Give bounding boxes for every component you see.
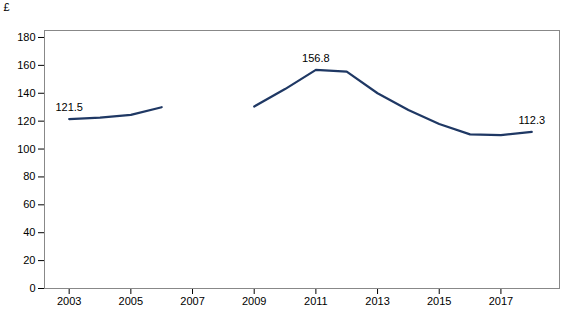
svg-text:£: £	[4, 1, 10, 13]
svg-text:156.8: 156.8	[302, 52, 330, 64]
svg-text:80: 80	[23, 170, 35, 182]
svg-text:121.5: 121.5	[55, 101, 83, 113]
svg-text:2011: 2011	[304, 295, 328, 307]
svg-text:160: 160	[17, 59, 35, 71]
svg-text:2005: 2005	[119, 295, 143, 307]
svg-text:180: 180	[17, 31, 35, 43]
svg-text:40: 40	[23, 226, 35, 238]
svg-text:2007: 2007	[180, 295, 204, 307]
svg-text:112.3: 112.3	[518, 114, 545, 126]
svg-text:140: 140	[17, 87, 35, 99]
svg-text:2003: 2003	[57, 295, 81, 307]
svg-text:2017: 2017	[489, 295, 513, 307]
svg-text:2015: 2015	[427, 295, 451, 307]
svg-text:2013: 2013	[365, 295, 389, 307]
svg-text:20: 20	[23, 254, 35, 266]
svg-text:0: 0	[29, 282, 35, 294]
svg-text:60: 60	[23, 198, 35, 210]
svg-text:100: 100	[17, 143, 35, 155]
svg-text:2009: 2009	[242, 295, 266, 307]
svg-text:120: 120	[17, 115, 35, 127]
